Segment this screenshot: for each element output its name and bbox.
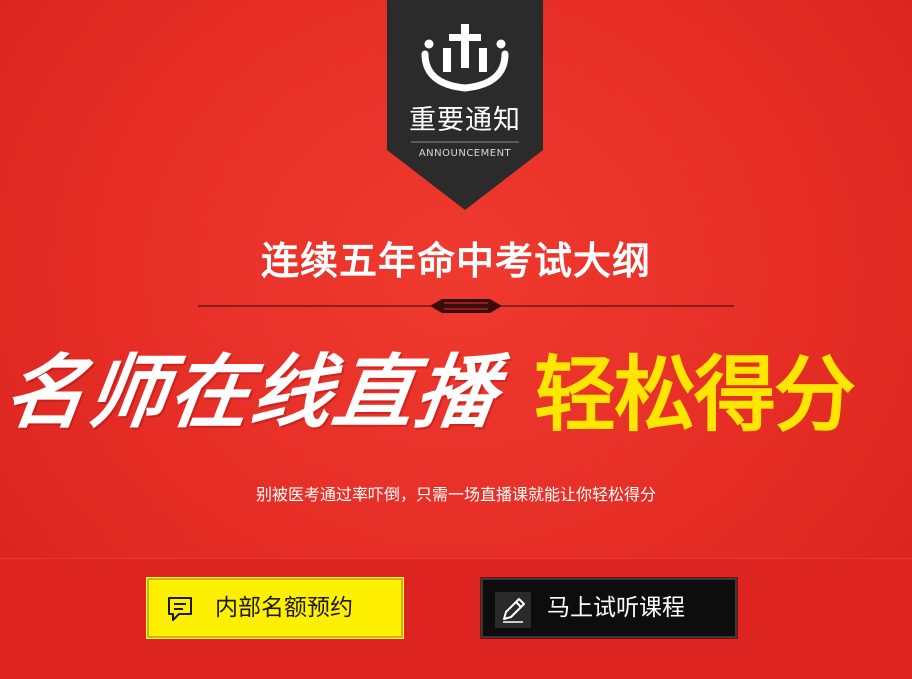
trial-button-label: 马上试听课程	[547, 595, 685, 621]
pencil-icon-box	[495, 592, 531, 628]
badge-title: 重要通知	[409, 105, 521, 136]
reserve-button-label: 内部名额预约	[215, 595, 353, 621]
people-logo-icon	[421, 24, 509, 92]
message-icon	[168, 597, 192, 621]
badge-subtitle: ANNOUNCEMENT	[418, 148, 512, 159]
trial-button[interactable]: 马上试听课程	[480, 577, 738, 639]
tagline: 别被医考通过率吓倒，只需一场直播课就能让你轻松得分	[255, 485, 656, 504]
announcement-badge: 重要通知 ANNOUNCEMENT	[387, 0, 543, 210]
reserve-button[interactable]: 内部名额预约	[146, 577, 404, 639]
slogan-calligraphy: 名师在线直播	[0, 345, 505, 439]
slogan-highlight: 轻松得分	[534, 348, 856, 443]
bottom-band	[0, 558, 912, 679]
headline: 连续五年命中考试大纲	[260, 239, 651, 283]
headline-divider	[198, 299, 734, 313]
pencil-icon	[503, 598, 525, 623]
